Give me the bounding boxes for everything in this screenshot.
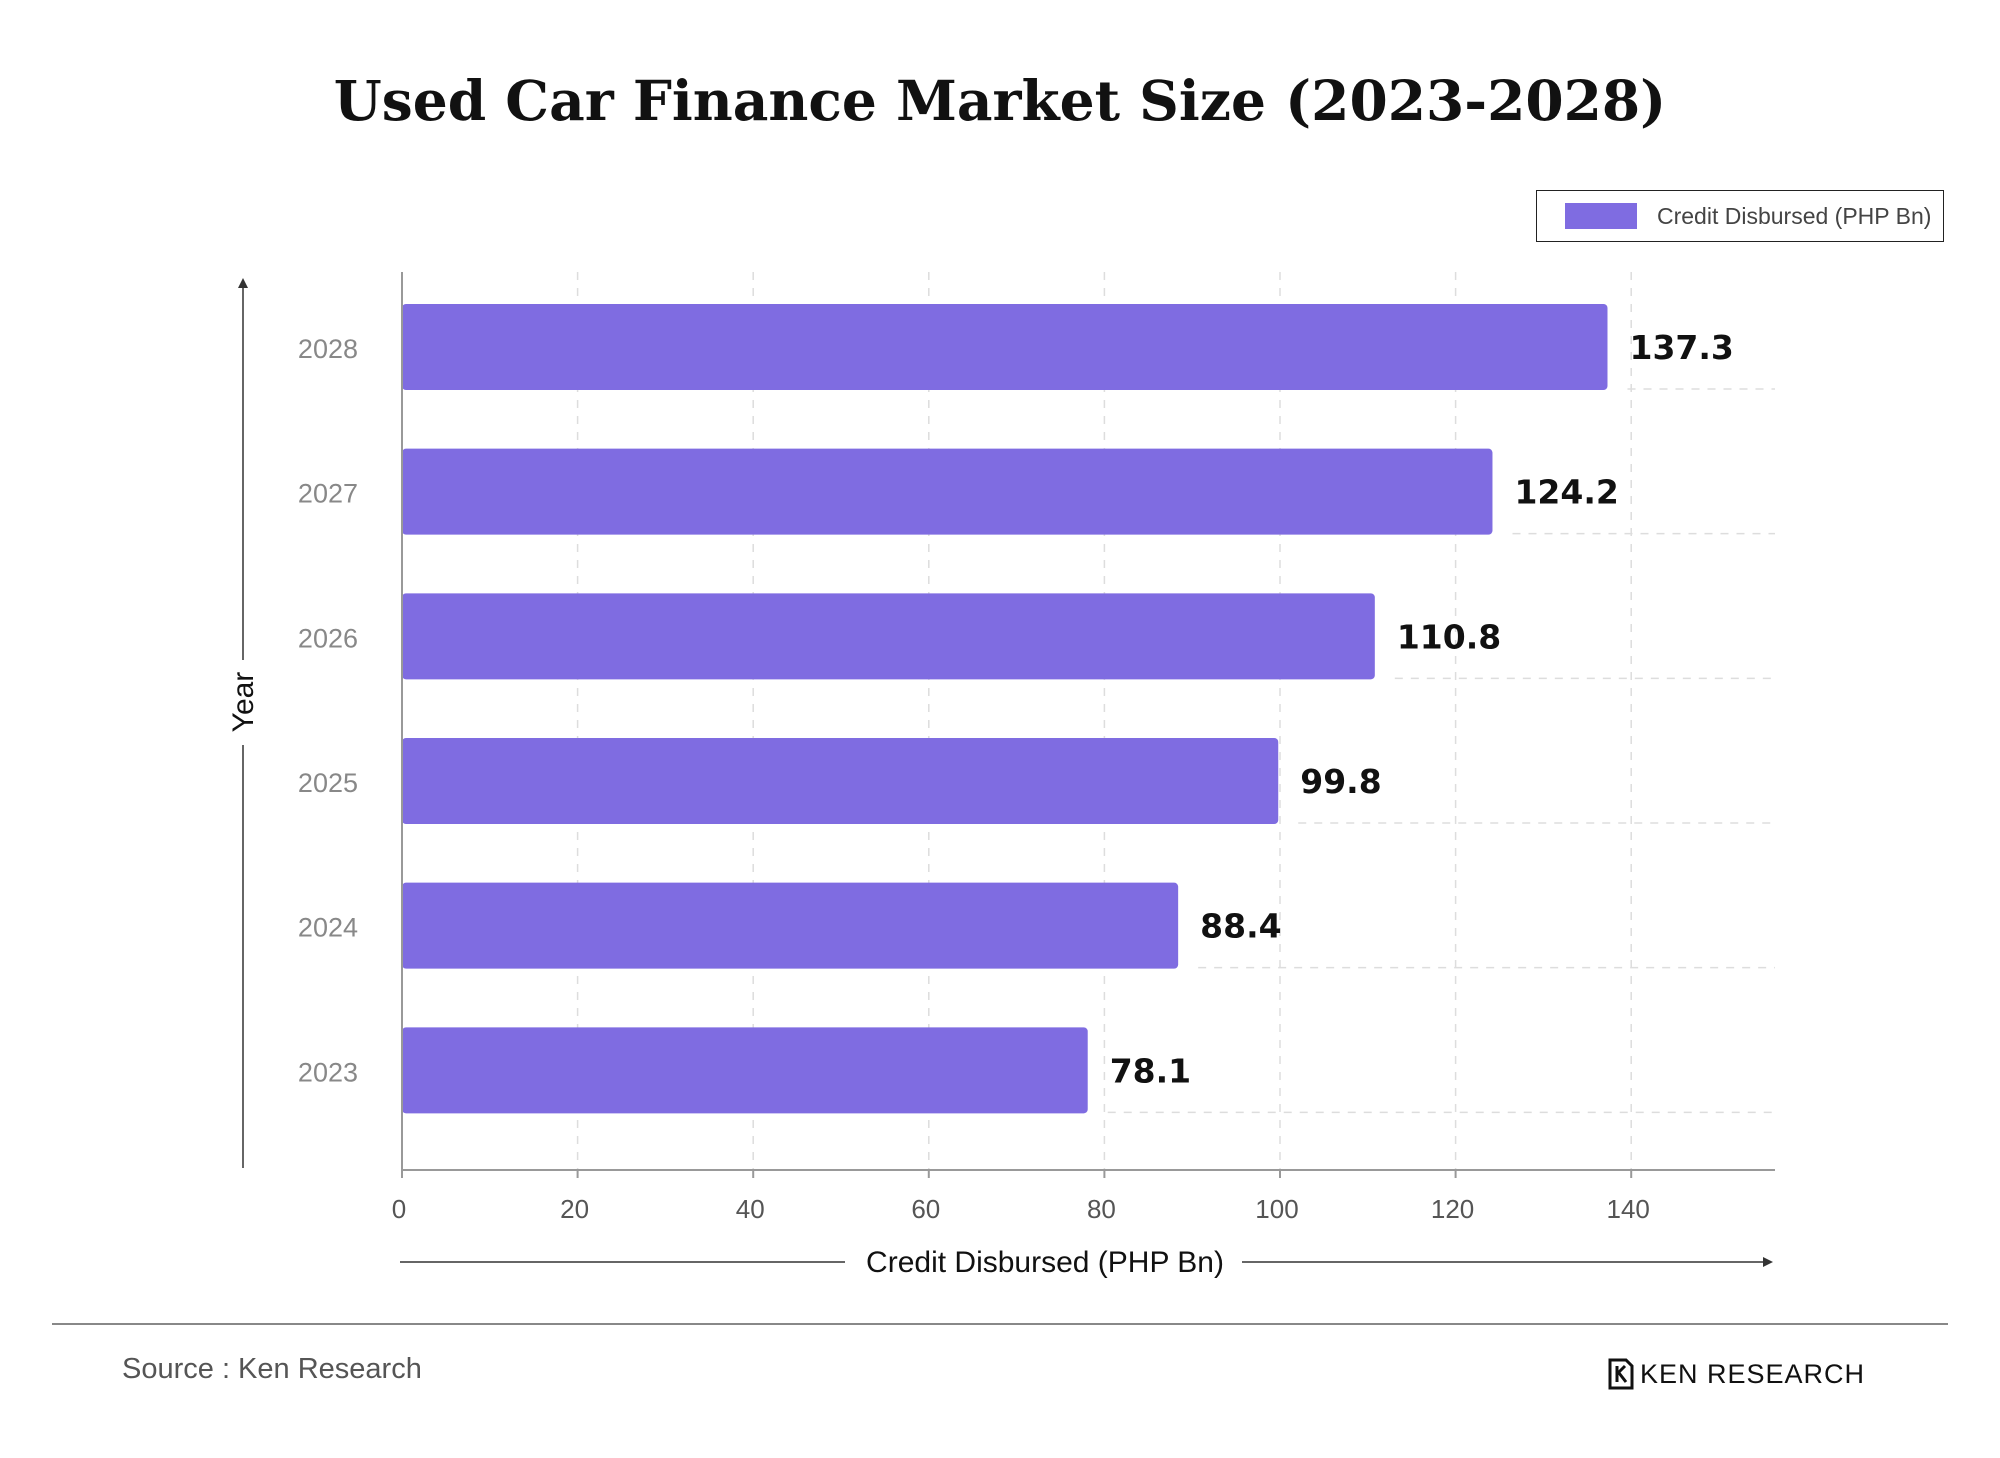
grid-lines — [576, 272, 1775, 1170]
x-tick-label: 80 — [1087, 1194, 1116, 1224]
x-axis-title: Credit Disbursed (PHP Bn) — [866, 1246, 1224, 1279]
y-tick-label-2023: 2023 — [298, 1057, 358, 1087]
bar-2025 — [402, 738, 1279, 824]
ken-research-logo-icon — [1608, 1358, 1634, 1390]
legend: Credit Disbursed (PHP Bn) — [1536, 190, 1944, 242]
bar-2027 — [402, 448, 1493, 535]
legend-label: Credit Disbursed (PHP Bn) — [1657, 202, 1932, 229]
data-label-2024: 88.4 — [1200, 907, 1281, 946]
bar-2028 — [402, 304, 1608, 390]
data-label-2026: 110.8 — [1397, 617, 1501, 656]
data-label-2028: 137.3 — [1629, 328, 1733, 367]
labels: 137.3 2028 124.2 2027 110.8 2026 99.8 2025 88.4 2… — [227, 328, 1734, 1279]
source-text: Source : Ken Research — [122, 1353, 422, 1385]
x-tick-label: 0 — [392, 1194, 406, 1224]
brand: KEN RESEARCH — [1606, 1356, 1865, 1392]
bars — [402, 304, 1608, 1114]
data-label-2025: 99.8 — [1300, 762, 1381, 801]
x-tick-label: 40 — [736, 1194, 765, 1224]
y-axis-title: Year — [227, 672, 260, 733]
bar-2023 — [402, 1027, 1088, 1114]
data-label-2023: 78.1 — [1110, 1051, 1191, 1090]
y-tick-label-2027: 2027 — [298, 479, 358, 509]
x-tick-label: 60 — [911, 1194, 940, 1224]
footer-divider — [52, 1323, 1948, 1325]
y-tick-label-2026: 2026 — [298, 623, 358, 653]
x-tick-label: 100 — [1255, 1194, 1298, 1224]
x-tick-label: 140 — [1607, 1194, 1650, 1224]
bar-2024 — [402, 882, 1179, 969]
data-label-2027: 124.2 — [1514, 473, 1618, 512]
axes — [238, 272, 1775, 1267]
x-tick-label: 120 — [1431, 1194, 1474, 1224]
x-tick-label: 20 — [560, 1194, 589, 1224]
y-tick-label-2025: 2025 — [298, 768, 358, 798]
brand-name: KEN RESEARCH — [1640, 1358, 1866, 1389]
y-tick-label-2028: 2028 — [298, 334, 358, 364]
chart-title: Used Car Finance Market Size (2023-2028) — [333, 68, 1667, 133]
bar-2026 — [402, 593, 1375, 680]
legend-swatch — [1565, 203, 1637, 229]
y-tick-label-2024: 2024 — [298, 913, 358, 943]
